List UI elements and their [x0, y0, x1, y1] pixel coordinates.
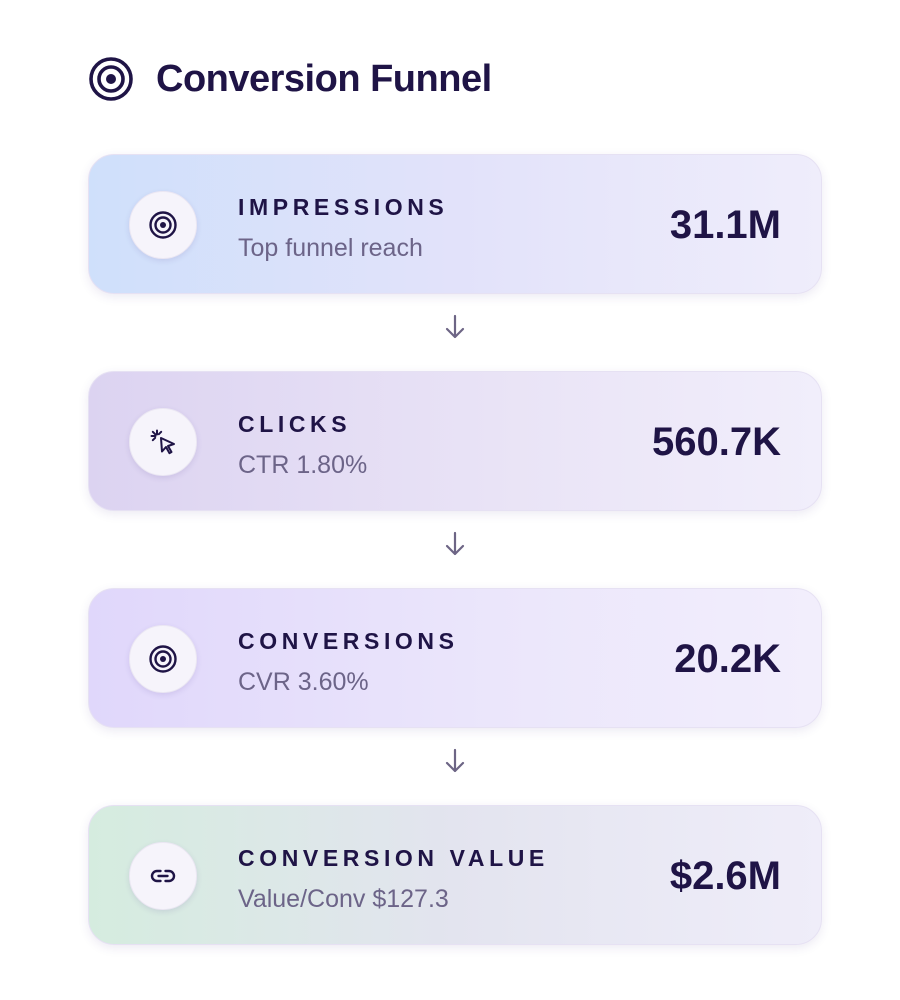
stage-value: 560.7K	[652, 420, 781, 464]
stage-label: IMPRESSIONS	[238, 194, 449, 220]
stage-subtitle: CVR 3.60%	[238, 668, 369, 696]
funnel-stage-conversions: CONVERSIONS CVR 3.60% 20.2K	[88, 588, 822, 728]
funnel-stage-clicks: CLICKS CTR 1.80% 560.7K	[88, 371, 822, 511]
funnel-stage-impressions: IMPRESSIONS Top funnel reach 31.1M	[88, 154, 822, 294]
stage-label: CONVERSIONS	[238, 628, 459, 654]
arrow-down-icon	[443, 746, 467, 776]
funnel-header: Conversion Funnel	[88, 54, 492, 104]
arrow-down-icon	[443, 529, 467, 559]
stage-subtitle: Top funnel reach	[238, 234, 423, 262]
stage-value: $2.6M	[669, 854, 781, 898]
arrow-down-icon	[443, 312, 467, 342]
stage-label: CONVERSION VALUE	[238, 845, 549, 871]
cursor-click-icon	[150, 429, 175, 455]
stage-subtitle: CTR 1.80%	[238, 451, 368, 479]
stage-value: 20.2K	[674, 637, 781, 681]
stage-subtitle: Value/Conv $127.3	[238, 885, 449, 913]
page-title: Conversion Funnel	[156, 57, 492, 100]
stage-value: 31.1M	[669, 203, 781, 247]
target-icon	[149, 645, 177, 673]
link-icon	[150, 869, 176, 883]
stage-icon-badge	[129, 625, 197, 693]
target-icon	[89, 57, 133, 101]
stage-icon-badge	[129, 842, 197, 910]
stage-icon-badge	[129, 191, 197, 259]
stage-icon-badge	[129, 408, 197, 476]
funnel-stage-conversion-value: CONVERSION VALUE Value/Conv $127.3 $2.6M	[88, 805, 822, 945]
target-icon	[149, 211, 177, 239]
stage-label: CLICKS	[238, 411, 352, 437]
